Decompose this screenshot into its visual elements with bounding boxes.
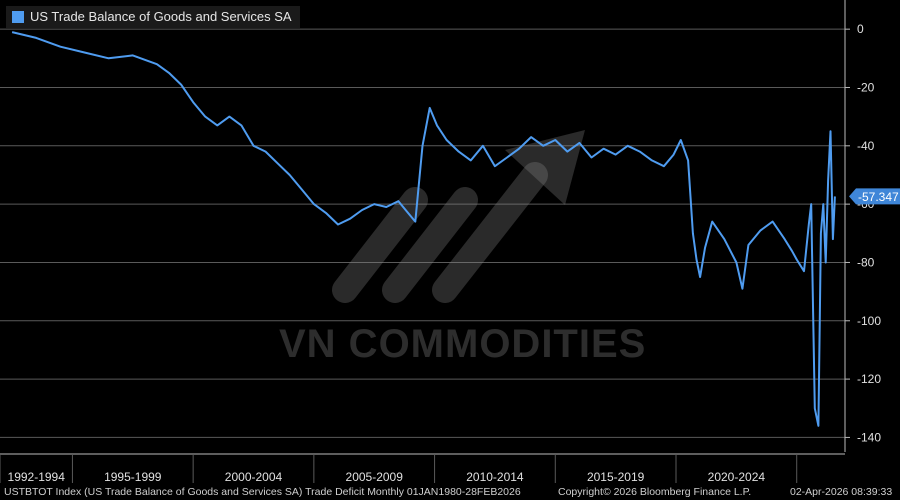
footer-ticker-description: USTBTOT Index (US Trade Balance of Goods… bbox=[4, 486, 521, 498]
x-tick-label: 2010-2014 bbox=[466, 470, 524, 484]
x-tick-label: 1992-1994 bbox=[8, 470, 66, 484]
axis-layer: 0-20-40-60-80-100-120-1401992-19941995-1… bbox=[0, 0, 881, 484]
legend-swatch bbox=[12, 10, 24, 23]
watermark-stripe bbox=[332, 187, 428, 303]
legend: US Trade Balance of Goods and Services S… bbox=[6, 6, 300, 28]
y-tick-label: -80 bbox=[857, 255, 875, 269]
watermark-arrowhead bbox=[505, 130, 585, 205]
y-tick-label: -140 bbox=[857, 430, 881, 444]
y-tick-label: -100 bbox=[857, 314, 881, 328]
x-tick-label: 2020-2024 bbox=[708, 470, 766, 484]
series-line bbox=[11, 31, 836, 427]
watermark-stripe bbox=[382, 187, 478, 303]
last-value-label: -57.347 bbox=[858, 190, 899, 204]
grid-layer bbox=[0, 28, 845, 438]
legend-label: US Trade Balance of Goods and Services S… bbox=[30, 9, 292, 24]
y-tick-label: -120 bbox=[857, 372, 881, 386]
y-tick-label: -20 bbox=[857, 80, 875, 94]
footer-copyright: Copyright© 2026 Bloomberg Finance L.P. bbox=[558, 486, 752, 498]
last-value-marker: -57.347 bbox=[849, 188, 900, 205]
watermark-text: VN COMMODITIES bbox=[279, 322, 647, 366]
x-tick-label: 2000-2004 bbox=[225, 470, 283, 484]
y-tick-label: 0 bbox=[857, 22, 864, 36]
last-value-badge bbox=[849, 188, 900, 205]
series-layer bbox=[11, 31, 836, 427]
x-tick-label: 2005-2009 bbox=[346, 470, 404, 484]
footer-timestamp: 02-Apr-2026 08:39:33 bbox=[790, 486, 893, 498]
footer-bar: USTBTOT Index (US Trade Balance of Goods… bbox=[0, 484, 900, 500]
watermark-stripe bbox=[432, 162, 548, 303]
watermark-logo bbox=[332, 130, 585, 303]
y-tick-label: -40 bbox=[857, 139, 875, 153]
x-tick-label: 2015-2019 bbox=[587, 470, 645, 484]
x-tick-label: 1995-1999 bbox=[104, 470, 162, 484]
